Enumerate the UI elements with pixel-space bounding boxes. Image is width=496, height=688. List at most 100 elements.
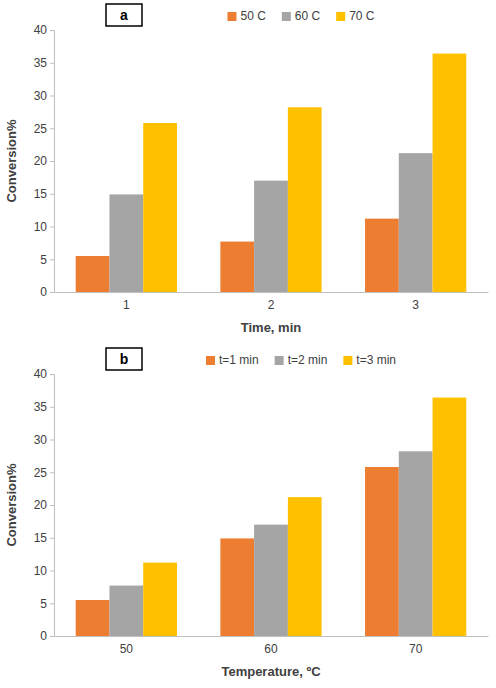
y-tick: 10 [34, 220, 54, 234]
legend-label: 70 C [349, 9, 375, 23]
bar [365, 219, 399, 292]
y-tick-label: 0 [40, 629, 47, 643]
y-tick-label: 25 [34, 466, 48, 480]
y-tick-mark [50, 374, 54, 375]
y-tick: 20 [34, 154, 54, 168]
y-tick: 35 [34, 400, 54, 414]
bar [76, 256, 110, 292]
y-tick-mark [50, 636, 54, 637]
chart-panel: 0 5 10 15 20 25 30 35 40 50 60 70 Temperature, ºC Con… [4, 348, 489, 679]
chart-panel: 0510152025303540123Time, minConversion%a… [4, 4, 489, 335]
y-tick-label: 35 [34, 56, 48, 70]
bar [109, 586, 143, 636]
legend-item: 50 C [227, 9, 266, 23]
y-tick-mark [50, 440, 54, 441]
y-tick-mark [50, 128, 54, 129]
y-tick: 25 [34, 122, 54, 136]
y-tick-mark [50, 227, 54, 228]
legend-label: t=2 min [288, 353, 328, 367]
y-tick-label: 15 [34, 531, 48, 545]
y-tick: 30 [34, 433, 54, 447]
y-tick-label: 5 [40, 597, 47, 611]
y-tick-mark [50, 259, 54, 260]
y-tick-label: 15 [34, 187, 48, 201]
y-tick: 0 [40, 629, 54, 643]
x-tick: 60 [264, 636, 278, 656]
legend-item: 70 C [336, 9, 375, 23]
y-tick: 0 [40, 285, 54, 299]
legend-item: t=1 min [206, 353, 259, 367]
bar [254, 181, 288, 292]
y-tick: 5 [40, 597, 54, 611]
y-tick: 5 [40, 253, 54, 267]
y-tick-label: 5 [40, 253, 47, 267]
legend-swatch [227, 12, 236, 21]
panel-label-text: b [120, 351, 129, 367]
x-axis-line [55, 636, 489, 637]
y-tick: 40 [34, 23, 54, 37]
bar [220, 242, 254, 292]
bar [143, 123, 177, 292]
x-tick: 70 [409, 636, 423, 656]
bar [76, 600, 110, 636]
x-axis-title: Temperature, ºC [221, 664, 321, 679]
y-tick-mark [50, 603, 54, 604]
y-axis: 0 5 10 15 20 25 30 35 40 [34, 367, 55, 643]
panel-label: a [106, 4, 142, 26]
y-tick-label: 35 [34, 400, 48, 414]
legend-item: 60 C [282, 9, 321, 23]
y-tick: 30 [34, 89, 54, 103]
y-tick-mark [50, 194, 54, 195]
y-tick-label: 30 [34, 433, 48, 447]
bar [254, 525, 288, 636]
y-tick-mark [50, 161, 54, 162]
x-tick-label: 50 [120, 642, 134, 656]
bars [76, 54, 467, 292]
y-tick-mark [50, 96, 54, 97]
y-tick: 40 [34, 367, 54, 381]
y-tick: 20 [34, 498, 54, 512]
x-tick: 3 [412, 292, 419, 312]
bar [109, 194, 143, 292]
y-tick-label: 20 [34, 154, 48, 168]
y-axis: 0 5 10 15 20 25 30 35 40 [34, 23, 55, 299]
y-tick-label: 10 [34, 564, 48, 578]
y-tick-label: 40 [34, 367, 48, 381]
x-tick-label: 2 [268, 298, 275, 312]
y-tick: 15 [34, 531, 54, 545]
y-tick-label: 25 [34, 122, 48, 136]
figure: 0510152025303540123Time, minConversion%a… [0, 0, 496, 688]
y-tick-mark [50, 505, 54, 506]
panel-label-box [106, 348, 142, 370]
y-tick: 15 [34, 187, 54, 201]
x-tick-label: 70 [409, 642, 423, 656]
x-tick: 2 [268, 292, 275, 312]
y-tick-mark [50, 292, 54, 293]
panel-label: b [106, 348, 142, 370]
y-axis-line [50, 31, 55, 293]
legend-label: t=3 min [356, 353, 396, 367]
bar [399, 153, 433, 292]
x-axis-line [55, 292, 489, 293]
y-axis-line [50, 375, 55, 637]
legend-label: 50 C [240, 9, 266, 23]
x-tick-label: 1 [123, 298, 130, 312]
bars [76, 398, 467, 636]
y-tick-label: 40 [34, 23, 48, 37]
bar [143, 563, 177, 636]
x-axis: 1 2 3 [55, 292, 489, 312]
y-axis-title: Conversion% [4, 119, 19, 203]
x-tick: 1 [123, 292, 130, 312]
legend-swatch [206, 356, 215, 365]
y-tick: 25 [34, 466, 54, 480]
bar [365, 467, 399, 636]
y-tick-mark [50, 571, 54, 572]
bar [288, 497, 322, 636]
legend: 50 C 60 C 70 C [227, 9, 374, 23]
legend-swatch [343, 356, 352, 365]
legend-swatch [275, 356, 284, 365]
x-axis: 50 60 70 [55, 636, 489, 656]
x-tick-label: 3 [412, 298, 419, 312]
y-axis-title: Conversion% [4, 463, 19, 547]
y-tick-mark [50, 472, 54, 473]
